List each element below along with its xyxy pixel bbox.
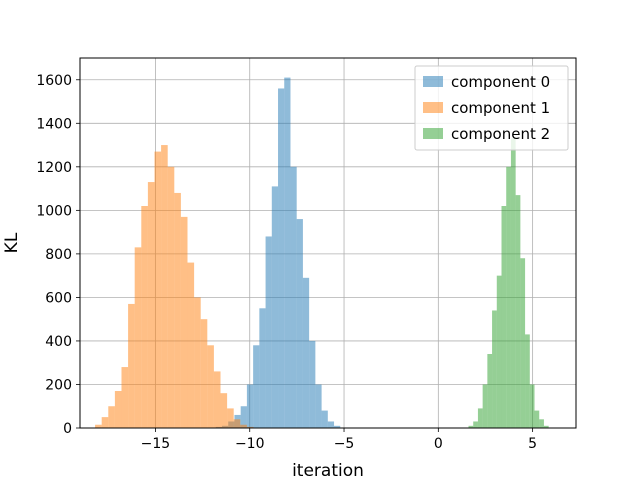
series-1-bars	[95, 145, 254, 428]
histogram-bar	[180, 216, 188, 428]
histogram-bar	[309, 340, 316, 428]
histogram-bar	[246, 426, 254, 428]
histogram-bar	[334, 425, 341, 428]
histogram-bar	[253, 345, 260, 428]
histogram-bar	[95, 424, 102, 428]
legend-label: component 0	[451, 73, 550, 91]
x-axis-label: iteration	[292, 461, 364, 480]
histogram-bar	[506, 166, 511, 428]
bars-layer	[95, 77, 549, 429]
y-tick-label: 1200	[36, 160, 72, 176]
histogram-bar	[492, 310, 497, 428]
legend-swatch	[423, 128, 443, 139]
histogram-bar	[227, 408, 234, 428]
legend-swatch	[423, 102, 443, 113]
histogram-bar	[296, 219, 303, 428]
plot-frame	[79, 57, 577, 429]
y-tick-label: 600	[45, 290, 72, 306]
y-tick-label: 1000	[36, 203, 72, 219]
histogram-bar	[515, 195, 521, 428]
histogram-bar	[510, 138, 516, 428]
histogram-bar	[496, 275, 502, 428]
y-axis-label: KL	[2, 232, 22, 253]
histogram-bar	[154, 151, 162, 428]
histogram-bar	[174, 192, 181, 428]
histogram-bar	[290, 166, 297, 428]
series-0-bars	[215, 77, 341, 429]
x-tick-label: −15	[141, 436, 171, 452]
histogram-bar	[473, 421, 478, 428]
histogram-bar	[220, 393, 228, 428]
histogram-bar	[477, 408, 483, 428]
y-tick-label: 0	[63, 421, 72, 437]
histogram-bar	[529, 384, 535, 428]
histogram-bar	[134, 247, 142, 428]
histogram-bar	[161, 145, 168, 428]
histogram-bar	[213, 371, 221, 428]
y-tick-label: 1400	[36, 116, 72, 132]
histogram-bar	[468, 425, 474, 428]
histogram-bar	[278, 88, 285, 429]
histogram-bar	[128, 303, 135, 428]
x-tick-label: 0	[434, 436, 443, 452]
histogram-bar	[240, 424, 247, 428]
histogram-bar	[327, 421, 335, 428]
histogram-bar	[534, 410, 540, 428]
histogram-bar	[520, 258, 526, 428]
histogram-bar	[187, 262, 195, 428]
histogram-bar	[101, 417, 109, 428]
histogram-bar	[240, 406, 247, 428]
histogram-bar	[302, 277, 310, 428]
legend-swatch	[423, 76, 443, 87]
histogram-bar	[167, 166, 175, 428]
histogram-bar	[200, 319, 208, 428]
y-tick-label: 1600	[36, 73, 72, 89]
x-axis-ticks: −15 −10 −5 0 5	[141, 428, 537, 452]
histogram-bar	[246, 384, 254, 428]
histogram-bar	[265, 236, 272, 428]
x-tick-label: −5	[334, 436, 355, 452]
histogram-bar	[315, 384, 322, 428]
histogram-bar	[233, 419, 241, 428]
histogram-bar	[271, 186, 279, 428]
histogram-bar	[194, 297, 201, 428]
x-tick-label: −10	[235, 436, 265, 452]
x-tick-label: 5	[528, 436, 537, 452]
series-2-bars	[468, 138, 549, 428]
histogram-bar	[141, 206, 148, 428]
histogram-bar	[539, 419, 544, 428]
histogram-bar	[207, 345, 214, 428]
y-tick-label: 200	[45, 377, 72, 393]
y-tick-label: 800	[45, 247, 72, 263]
legend-label: component 1	[451, 99, 550, 117]
y-axis-ticks: 0 200 400 600 800 1000 1200 1400 1600	[36, 73, 80, 437]
histogram-bar	[482, 384, 488, 428]
histogram-bar	[284, 77, 291, 429]
histogram-bar	[121, 367, 129, 428]
histogram-bar	[259, 308, 266, 428]
histogram-bar	[147, 182, 155, 428]
histogram-bar	[487, 354, 493, 428]
histogram-bar	[543, 425, 549, 428]
histogram-bar	[114, 391, 122, 428]
histogram-bar	[321, 410, 328, 428]
legend-box	[414, 65, 569, 151]
histogram-bar	[525, 334, 530, 428]
histogram-bar	[108, 406, 115, 428]
legend: component 0 component 1 component 2	[414, 65, 569, 151]
histogram-bar	[501, 206, 507, 428]
legend-label: component 2	[451, 125, 550, 143]
y-tick-label: 400	[45, 334, 72, 350]
